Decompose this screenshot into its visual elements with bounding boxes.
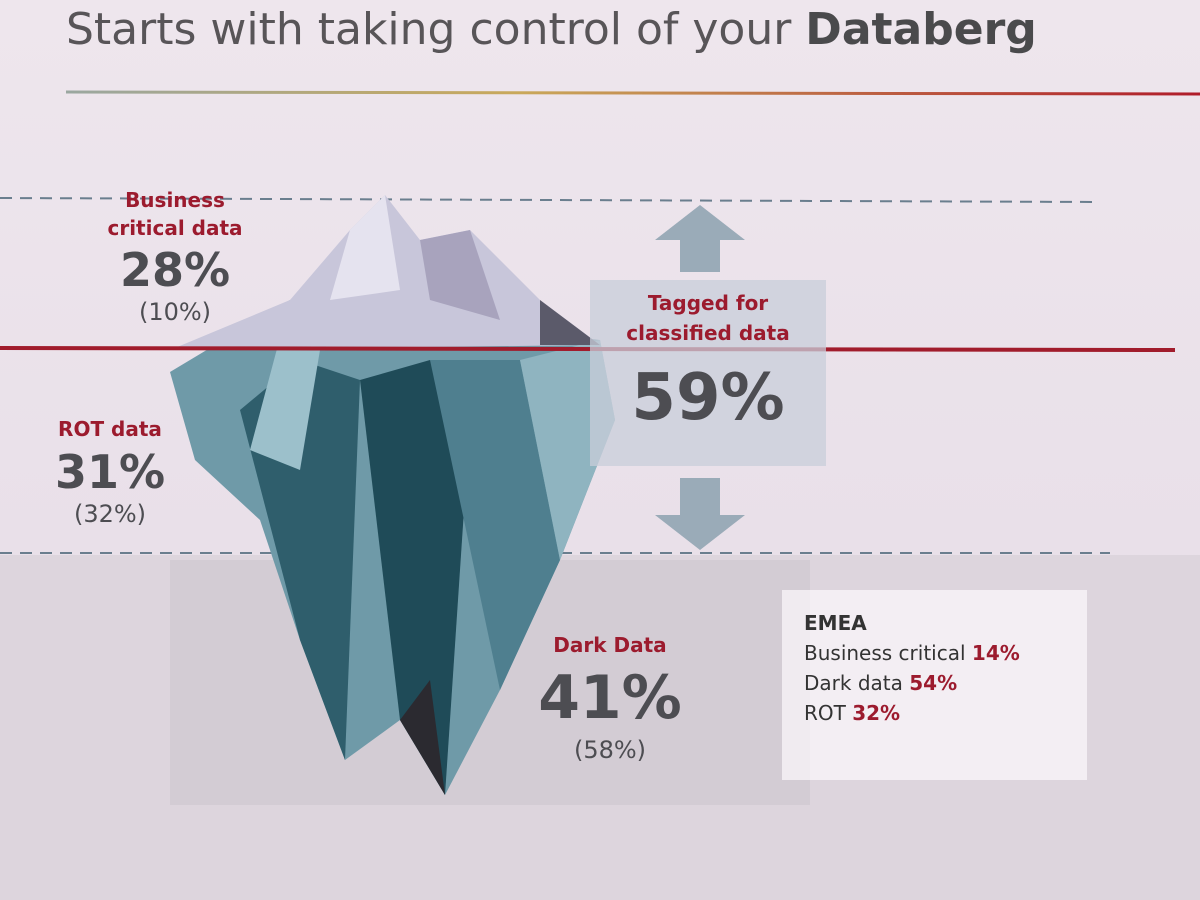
title-text: Starts with taking control of your bbox=[66, 4, 792, 55]
emea-label: ROT bbox=[804, 701, 846, 725]
segment-label: Dark Data bbox=[553, 633, 667, 657]
emea-title: EMEA bbox=[804, 611, 867, 635]
segment-previous: (10%) bbox=[138, 298, 212, 326]
waterline bbox=[0, 346, 1176, 352]
emea-item: ROT 32% bbox=[804, 698, 1065, 728]
segment: Business critical data 28% (10%) bbox=[95, 186, 255, 326]
tagged-value: 59% bbox=[631, 361, 785, 435]
emea-value: 54% bbox=[909, 671, 958, 695]
emea-value: 32% bbox=[852, 701, 901, 725]
title-underline bbox=[65, 90, 1200, 96]
segment: ROT data 31% (32%) bbox=[30, 414, 190, 528]
segment-previous: (58%) bbox=[573, 736, 647, 764]
tagged: Tagged for classified data 59% bbox=[600, 288, 816, 448]
segment: Dark Data 41% (58%) bbox=[520, 630, 700, 764]
tagged-label: Tagged for classified data bbox=[626, 291, 790, 345]
emea-value: 14% bbox=[971, 641, 1020, 665]
emea-item: Business critical 14% bbox=[804, 638, 1065, 668]
iceberg bbox=[170, 195, 615, 795]
emea-label: Dark data bbox=[804, 671, 903, 695]
segment-value: 41% bbox=[538, 663, 682, 733]
arrow-down bbox=[655, 478, 745, 550]
segment-value: 28% bbox=[119, 243, 231, 297]
title: Starts with taking control of your Datab… bbox=[66, 4, 1037, 55]
dashed-line bbox=[0, 197, 1101, 203]
segment-previous: (32%) bbox=[73, 500, 147, 528]
tagged-box bbox=[590, 280, 826, 466]
segment-value: 31% bbox=[54, 445, 166, 499]
title-emphasis: Databerg bbox=[805, 4, 1037, 55]
arrow-up bbox=[655, 205, 745, 272]
emea-box: EMEA Business critical 14% Dark data 54%… bbox=[782, 590, 1087, 780]
emea-item: Dark data 54% bbox=[804, 668, 1065, 698]
emea-label: Business critical bbox=[804, 641, 966, 665]
segment-label: ROT data bbox=[58, 417, 162, 441]
segment-label: Business critical data bbox=[107, 188, 243, 240]
